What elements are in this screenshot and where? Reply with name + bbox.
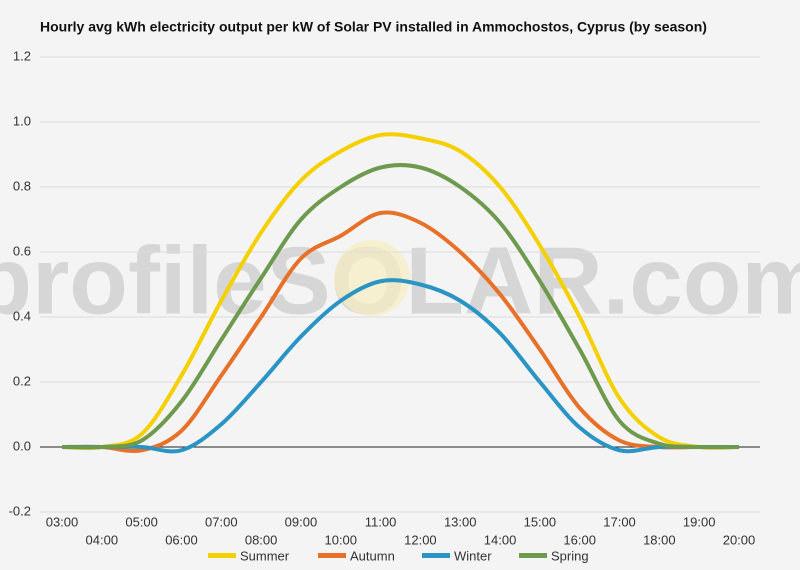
x-tick-label: 18:00 xyxy=(643,532,676,547)
y-tick-label: 0.8 xyxy=(13,178,31,193)
series-line xyxy=(62,278,739,454)
legend-label: Winter xyxy=(454,548,492,563)
legend-label: Autumn xyxy=(350,548,395,563)
x-tick-label: 20:00 xyxy=(723,532,756,547)
y-tick-label: 1.0 xyxy=(13,113,31,128)
series-line xyxy=(61,132,740,450)
x-tick-label: 06:00 xyxy=(165,532,198,547)
watermark-sun xyxy=(334,240,410,316)
legend-swatch xyxy=(422,553,450,558)
legend-swatch xyxy=(208,553,236,558)
x-tick-label: 09:00 xyxy=(285,514,318,529)
x-tick-label: 15:00 xyxy=(524,514,557,529)
x-tick-label: 16:00 xyxy=(563,532,596,547)
x-tick-label: 05:00 xyxy=(125,514,158,529)
series-line xyxy=(61,163,740,450)
y-tick-label: -0.2 xyxy=(9,503,31,518)
x-tick-label: 13:00 xyxy=(444,514,477,529)
x-tick-label: 07:00 xyxy=(205,514,238,529)
legend-label: Summer xyxy=(240,548,290,563)
y-tick-label: 1.2 xyxy=(13,48,31,63)
y-tick-label: 0.4 xyxy=(13,308,31,323)
series-line xyxy=(61,210,739,453)
x-tick-label: 12:00 xyxy=(404,532,437,547)
x-tick-label: 04:00 xyxy=(86,532,119,547)
y-tick-label: 0.6 xyxy=(13,243,31,258)
chart-title: Hourly avg kWh electricity output per kW… xyxy=(40,19,707,35)
legend-label: Spring xyxy=(551,548,589,563)
y-tick-label: 0.2 xyxy=(13,373,31,388)
x-tick-label: 10:00 xyxy=(324,532,357,547)
x-tick-label: 03:00 xyxy=(46,514,79,529)
x-tick-label: 14:00 xyxy=(484,532,517,547)
legend-swatch xyxy=(318,553,346,558)
y-tick-label: 0.0 xyxy=(13,438,31,453)
x-tick-label: 17:00 xyxy=(603,514,636,529)
x-tick-label: 08:00 xyxy=(245,532,278,547)
x-tick-label: 19:00 xyxy=(683,514,716,529)
x-tick-label: 11:00 xyxy=(365,514,397,529)
legend-swatch xyxy=(519,553,547,558)
